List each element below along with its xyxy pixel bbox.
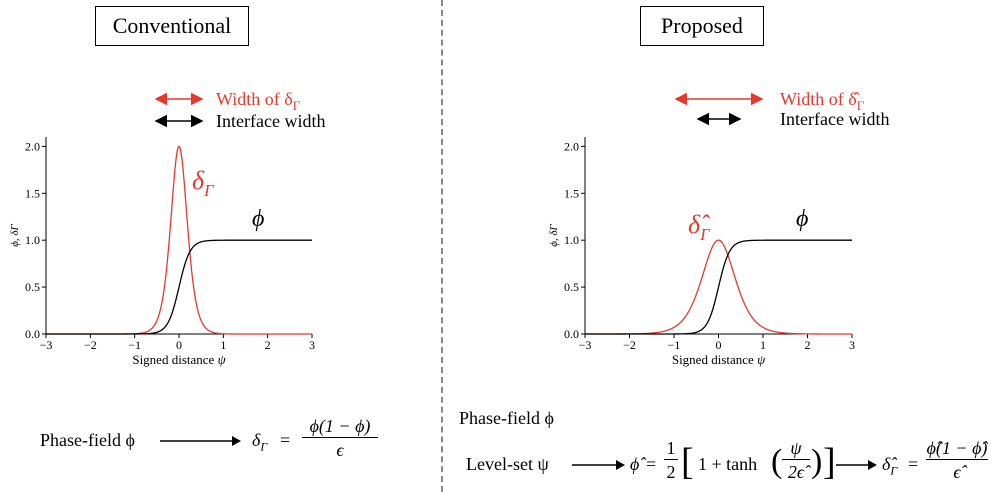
formula-prop-numerator: ϕ̂(1 − ϕ̂) (926, 438, 988, 460)
formula-prop-denominator: ϵ̂ (953, 462, 961, 482)
y-axis-label: ϕ, δΓ (9, 223, 21, 246)
formula-prop-lhs: Level-set ψ (466, 454, 549, 474)
formula-prop-rbracket: ] (823, 441, 836, 483)
delta-label-proposed: δ̂Γ (688, 210, 711, 244)
formula-prop-half-num: 1 (664, 438, 678, 460)
formula-proposed-line1: Phase-field ϕ (459, 408, 554, 428)
x-tick-label: 1 (760, 338, 766, 352)
x-tick-label: 2 (265, 338, 271, 352)
x-tick-label: −1 (128, 338, 141, 352)
y-tick-label: 0.5 (564, 280, 579, 294)
y-tick-label: 0.0 (25, 327, 40, 341)
legend-black-proposed: Interface width (780, 109, 889, 129)
y-tick-label: 2.0 (564, 139, 579, 153)
phi-curve (46, 239, 312, 335)
x-tick-label: 3 (849, 338, 855, 352)
x-tick-label: 0 (176, 338, 182, 352)
formula-prop-lparen: ( (771, 443, 783, 480)
conventional-chart: −3 −2 −1 0 1 2 3 0.0 0.5 1.0 1.5 2.0 ϕ, δΓ Signed dis… (9, 137, 315, 367)
arrow-icon (836, 460, 877, 470)
x-tick-label: −2 (84, 338, 97, 352)
x-axis-label: Signed distance ψ (132, 352, 226, 367)
formula-conv-result: δΓ (252, 430, 268, 454)
arrow-icon (572, 460, 625, 470)
x-tick-label: −3 (579, 338, 592, 352)
x-tick-label: −1 (668, 338, 681, 352)
formula-conv-denominator: ϵ (336, 440, 344, 460)
arrow-icon (160, 436, 241, 446)
proposed-title: Proposed (640, 6, 764, 46)
y-tick-label: 1.0 (564, 233, 579, 247)
formula-prop-bracket-content: 1 + tanh (698, 454, 758, 474)
x-tick-label: 0 (716, 338, 722, 352)
x-tick-label: 1 (220, 338, 226, 352)
legend-red-conventional: Width of δΓ (216, 89, 301, 113)
formula-prop-half-den: 2 (666, 462, 676, 482)
formula-prop-rparen: ) (811, 443, 823, 480)
proposed-chart: −3 −2 −1 0 1 2 3 0.0 0.5 1.0 1.5 2.0 ϕ, δΓ Signed dis… (548, 137, 855, 367)
diagram-canvas: Width of δΓ Interface width Width of δ̂Γ… (9, 89, 889, 367)
y-axis-label: ϕ, δΓ (548, 223, 560, 246)
formula-prop-frac-den: 2ϵ̂ (787, 462, 805, 482)
phi-label-conventional: ϕ (252, 206, 264, 232)
y-tick-label: 0.5 (25, 280, 40, 294)
phi-curve (585, 239, 852, 335)
conventional-title: Conventional (95, 6, 249, 46)
y-tick-label: 1.0 (25, 233, 40, 247)
delta-label-conventional: δΓ (192, 166, 215, 200)
formula-prop-phihat: ϕ̂ (630, 454, 640, 474)
formula-prop-equals1: = (646, 454, 657, 474)
formula-conv-equals: = (280, 430, 291, 450)
y-tick-label: 2.0 (25, 139, 40, 153)
y-tick-label: 1.5 (564, 186, 579, 200)
x-axis-label: Signed distance ψ (672, 352, 766, 367)
x-tick-label: 3 (309, 338, 315, 352)
panel-divider (441, 0, 443, 492)
y-tick-label: 0.0 (564, 327, 579, 341)
x-tick-label: 2 (805, 338, 811, 352)
x-tick-label: −3 (40, 338, 53, 352)
formula-prop-frac-num: ψ (782, 438, 810, 460)
y-tick-label: 1.5 (25, 186, 40, 200)
formula-conv-lhs: Phase-field ϕ (40, 430, 135, 450)
formula-prop-lbracket: [ (681, 441, 694, 483)
formula-prop-equals2: = (908, 454, 919, 474)
x-tick-label: −2 (623, 338, 636, 352)
legend-red-proposed: Width of δ̂Γ (780, 89, 865, 113)
formula-proposed-line2: Level-set ψ ϕ̂ = 1 2 [ 1 + tanh ( ψ 2ϵ̂ … (466, 438, 988, 490)
phi-label-proposed: ϕ (796, 206, 808, 232)
formula-conv-numerator: ϕ(1 − ϕ) (302, 416, 378, 438)
legend-black-conventional: Interface width (216, 111, 325, 131)
formula-prop-result: δ̂Γ (882, 454, 898, 478)
